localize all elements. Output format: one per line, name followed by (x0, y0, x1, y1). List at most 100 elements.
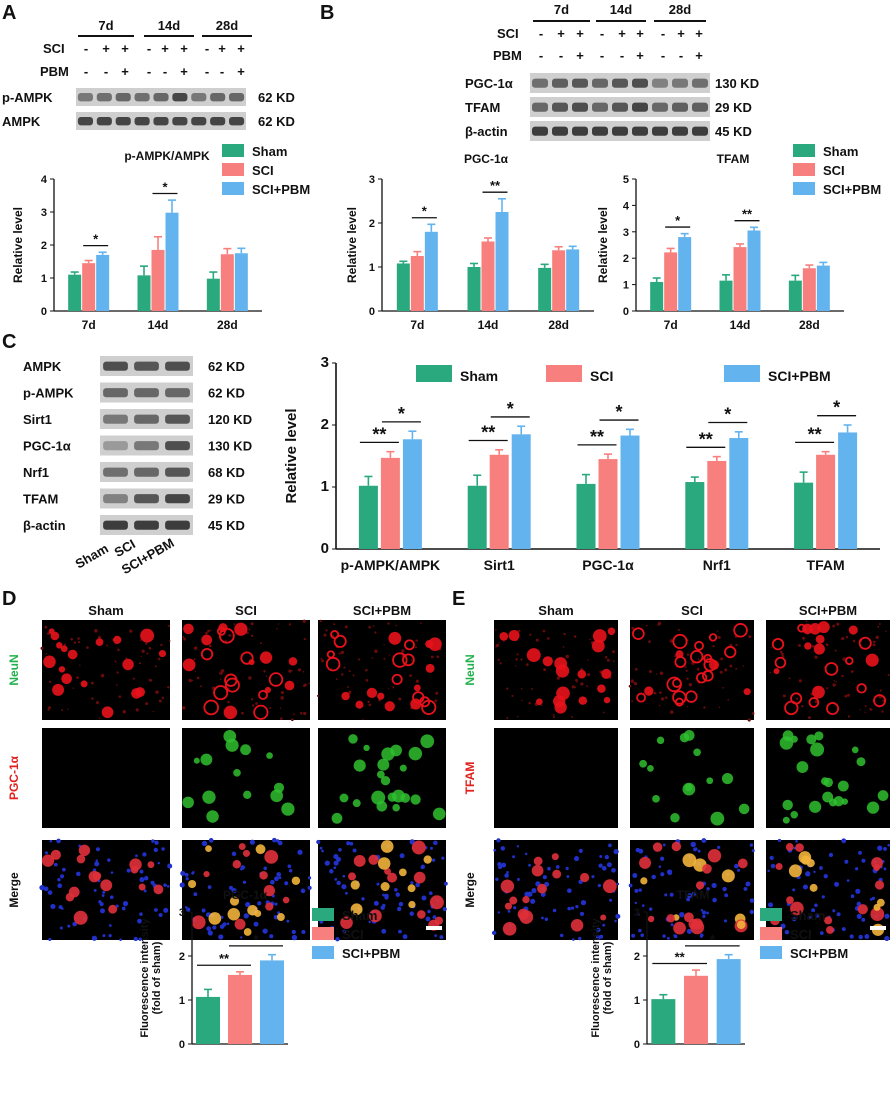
cell (223, 705, 238, 720)
nucleus-dot (670, 923, 674, 927)
cell (225, 738, 239, 752)
cell (652, 795, 660, 803)
speckle (302, 670, 305, 673)
nucleus-dot (598, 863, 603, 868)
panel-label-e: E (452, 588, 465, 610)
bar (729, 438, 749, 549)
nucleus-dot (158, 912, 163, 917)
cell (826, 702, 840, 716)
nucleus-dot (336, 856, 341, 862)
speckle (606, 658, 610, 662)
nucleus-dot (566, 875, 570, 878)
cell (782, 816, 790, 824)
cell (499, 632, 509, 641)
timepoint-label: 7d (98, 18, 113, 33)
nucleus-dot (795, 840, 798, 843)
nucleus-dot (291, 934, 298, 941)
nucleus-dot (274, 902, 278, 906)
nucleus-dot (150, 880, 155, 885)
cell (232, 859, 242, 869)
cell (243, 928, 252, 936)
cell (147, 861, 155, 869)
nucleus-dot (434, 934, 438, 937)
nucleus-dot (834, 881, 840, 887)
legend-swatch (793, 182, 815, 195)
speckle (633, 681, 638, 686)
nucleus-dot (47, 890, 53, 895)
speckle (348, 670, 351, 673)
speckle (587, 659, 589, 661)
speckle (808, 716, 811, 720)
nucleus-dot (736, 868, 741, 872)
nucleus-dot (240, 936, 243, 939)
speckle (288, 669, 292, 673)
significance-mark: ** (808, 424, 822, 444)
speckle (887, 674, 890, 677)
cell (130, 865, 139, 874)
cell (857, 904, 868, 915)
cell (208, 912, 222, 925)
x-tick-label: 28d (217, 318, 238, 332)
cell (421, 699, 437, 715)
speckle (847, 715, 851, 718)
sign: + (557, 26, 565, 41)
nucleus-dot (749, 909, 755, 915)
significance-mark: * (398, 404, 405, 424)
nucleus-dot (291, 929, 296, 935)
cell (193, 757, 200, 764)
bar (396, 263, 410, 311)
speckle (875, 635, 879, 640)
speckle (720, 657, 724, 661)
speckle (227, 700, 230, 704)
speckle (586, 685, 588, 687)
speckle (48, 680, 52, 684)
speckle (250, 622, 254, 626)
nucleus-dot (138, 937, 142, 941)
blot-band (103, 414, 128, 424)
cell (551, 853, 559, 861)
nucleus-dot (121, 906, 126, 911)
speckle (705, 672, 707, 674)
nucleus-dot (591, 875, 595, 879)
nucleus-dot (316, 839, 321, 845)
nucleus-dot (686, 897, 691, 902)
cell (392, 803, 400, 812)
sign: + (636, 26, 644, 41)
timepoint-label: 28d (669, 2, 691, 17)
speckle (149, 679, 153, 682)
blot-band (165, 361, 190, 371)
nucleus-dot (496, 838, 501, 843)
nucleus-dot (201, 840, 208, 847)
cell (500, 879, 515, 894)
nucleus-dot (151, 839, 155, 843)
nucleus-dot (769, 855, 774, 861)
sign: + (636, 48, 644, 63)
nucleus-dot (805, 871, 811, 877)
speckle (498, 642, 500, 644)
y-tick-label: 3 (369, 174, 375, 186)
blot-band (572, 126, 588, 136)
cell (721, 772, 734, 785)
cell (242, 849, 251, 857)
y-tick-label: 2 (623, 253, 629, 265)
x-tick-label: TFAM (807, 557, 845, 573)
nucleus-dot (226, 922, 230, 925)
cell (92, 871, 102, 881)
sign: + (218, 41, 226, 56)
speckle (46, 632, 50, 636)
nucleus-dot (723, 919, 728, 923)
nucleus-dot (541, 916, 544, 920)
nucleus-dot (276, 872, 282, 877)
cell (773, 668, 780, 675)
speckle (576, 681, 578, 683)
speckle (148, 646, 152, 650)
nucleus-dot (572, 938, 575, 941)
nucleus-dot (531, 887, 537, 894)
nucleus-dot (662, 843, 666, 847)
sign: - (620, 48, 624, 63)
blot-band (672, 78, 688, 88)
speckle (367, 700, 370, 704)
cell (368, 909, 382, 923)
sign: + (695, 26, 703, 41)
speckle (205, 631, 208, 635)
